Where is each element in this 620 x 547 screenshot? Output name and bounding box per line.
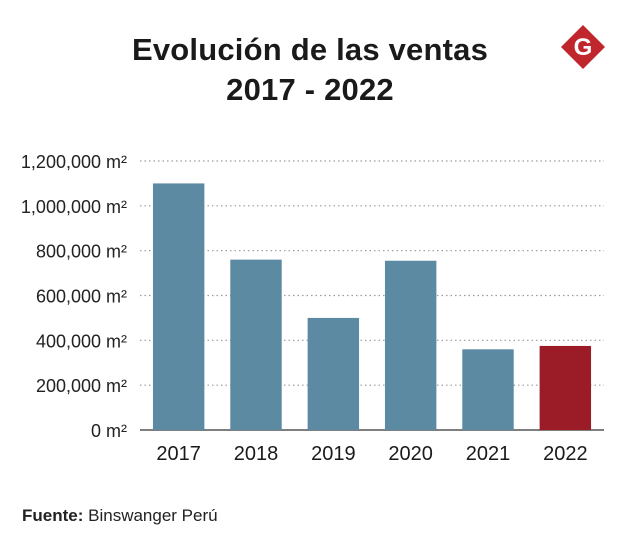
bar-2017 bbox=[152, 183, 205, 430]
chart-title-line-1: Evolución de las ventas bbox=[131, 32, 489, 67]
y-tick-label: 400,000 m² bbox=[36, 331, 127, 351]
x-tick-label: 2018 bbox=[234, 443, 279, 465]
brand-logo: G bbox=[561, 25, 605, 69]
source-value: Binswanger Perú bbox=[88, 506, 218, 525]
x-tick-label: 2017 bbox=[156, 443, 201, 465]
bar-2019 bbox=[307, 317, 360, 430]
bar-chart: 0 m² 200,000 m² 400,000 m² 600,000 m² 800,00… bbox=[21, 152, 604, 465]
x-tick-label: 2022 bbox=[543, 443, 588, 465]
y-tick-label: 800,000 m² bbox=[36, 242, 127, 262]
logo-diamond bbox=[561, 25, 605, 69]
y-tick-label: 600,000 m² bbox=[36, 287, 127, 307]
x-tick-label: 2020 bbox=[388, 443, 433, 465]
y-tick-label: 1,200,000 m² bbox=[21, 152, 127, 172]
bar-2018 bbox=[230, 259, 282, 430]
source-note: Fuente: Binswanger Perú bbox=[22, 506, 218, 526]
source-label: Fuente: bbox=[22, 506, 84, 525]
x-tick-label: 2019 bbox=[311, 443, 356, 465]
y-tick-label: 0 m² bbox=[91, 421, 127, 441]
logo-letter: G bbox=[574, 34, 593, 61]
bar-2022 bbox=[539, 345, 592, 430]
x-tick-label: 2021 bbox=[466, 443, 511, 465]
bar-2021 bbox=[462, 349, 514, 430]
y-tick-label: 1,000,000 m² bbox=[21, 197, 127, 217]
chart-title: Evolución de las ventas 2017 - 2022 bbox=[0, 30, 620, 110]
y-tick-label: 200,000 m² bbox=[36, 376, 127, 396]
bar-2020 bbox=[384, 260, 437, 430]
chart-title-line-2: 2017 - 2022 bbox=[226, 72, 394, 107]
